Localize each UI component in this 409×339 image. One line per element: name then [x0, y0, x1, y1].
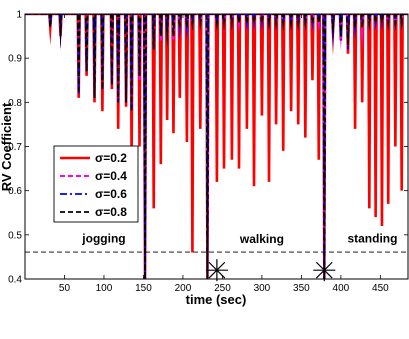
x-tick-label: 100	[96, 283, 113, 294]
segment-label-1: jogging	[81, 231, 125, 245]
legend-label-1: σ=0.2	[95, 151, 127, 165]
x-tick-label: 400	[333, 283, 350, 294]
y-tick-label: 0.7	[8, 142, 22, 153]
legend: σ=0.2 σ=0.4 σ=0.6 σ=0.8	[53, 145, 139, 223]
change-point-marker-1	[205, 259, 228, 282]
segment-label-2: walking	[239, 232, 284, 246]
legend-label-3: σ=0.6	[95, 187, 127, 201]
y-axis-title: RV Coefficient	[0, 102, 14, 191]
y-tick-label: 0.5	[8, 230, 22, 241]
x-tick-label: 150	[135, 283, 152, 294]
x-tick-label: 250	[214, 283, 231, 294]
x-tick-label: 450	[372, 283, 389, 294]
y-tick-label: 0.4	[8, 275, 22, 286]
y-tick-label: 0.8	[8, 98, 22, 109]
y-tick-label: 1	[16, 10, 22, 21]
x-tick-label: 50	[59, 283, 71, 294]
x-tick-label: 300	[254, 283, 271, 294]
segment-label-3: standing	[347, 231, 397, 245]
legend-label-2: σ=0.4	[95, 169, 127, 183]
x-tick-label: 350	[293, 283, 310, 294]
legend-label-4: σ=0.8	[95, 205, 127, 219]
y-tick-label: 0.6	[8, 186, 22, 197]
y-tick-label: 0.9	[8, 54, 22, 65]
x-axis-title: time (sec)	[186, 292, 247, 307]
change-point-marker-2	[313, 259, 336, 282]
x-tick-label: 200	[175, 283, 192, 294]
